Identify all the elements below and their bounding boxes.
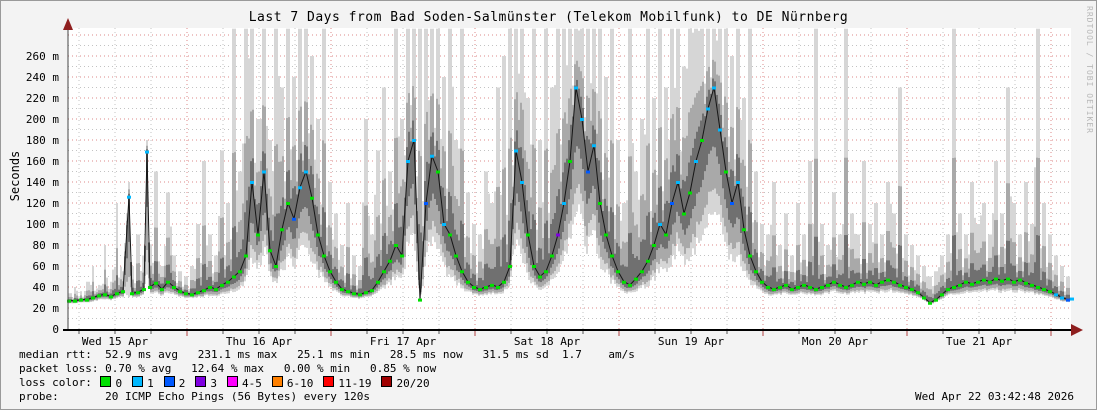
loss-level-label: 1 (147, 376, 154, 390)
loss-level-label: 20/20 (396, 376, 430, 390)
x-axis-day-label: Thu 16 Apr (225, 335, 293, 348)
loss-color-legend: loss color: 0 1 2 3 4-5 6-10 11-19 20/20 (19, 375, 635, 391)
loss-level-label: 0 (115, 376, 123, 390)
y-tick-label: 60 m (32, 260, 60, 273)
loss-level-label: 3 (210, 376, 217, 390)
y-tick-label: 160 m (25, 155, 59, 168)
loss-level-list: 0 1 2 3 4-5 6-10 11-19 20/20 (98, 375, 430, 391)
loss-level-swatch (381, 375, 393, 387)
loss-level-swatch (163, 375, 175, 387)
y-tick-label: 220 m (25, 92, 59, 105)
loss-color-label: loss color: (19, 376, 99, 389)
probe-info: probe: 20 ICMP Echo Pings (56 Bytes) eve… (19, 390, 370, 403)
loss-level-swatch (271, 375, 283, 387)
loss-level-swatch (323, 375, 335, 387)
x-axis-day-label: Sat 18 Apr (513, 335, 581, 348)
y-tick-label: 40 m (32, 281, 60, 294)
y-tick-label: 140 m (25, 176, 59, 189)
x-axis-day-label: Wed 15 Apr (81, 335, 149, 348)
graph-timestamp: Wed Apr 22 03:42:48 2026 (915, 390, 1074, 403)
y-tick-label: 240 m (25, 71, 59, 84)
y-tick-label: 120 m (25, 197, 59, 210)
loss-level-label: 11-19 (338, 376, 372, 390)
y-tick-label: 20 m (32, 302, 60, 315)
loss-level-swatch (226, 375, 238, 387)
stats-block: median rtt: 52.9 ms avg 231.1 ms max 25.… (19, 348, 635, 404)
x-axis-day-label: Tue 21 Apr (945, 335, 1013, 348)
y-tick-label: 0 (52, 323, 59, 336)
y-tick-label: 80 m (32, 239, 60, 252)
loss-level-swatch (195, 375, 207, 387)
y-tick-label: 180 m (25, 134, 59, 147)
loss-level-label: 4-5 (241, 376, 262, 390)
y-tick-label: 200 m (25, 113, 59, 126)
packet-loss-stats: packet loss: 0.70 % avg 12.64 % max 0.00… (19, 362, 437, 375)
rrdtool-watermark: RRDTOOL / TOBI OETIKER (1085, 6, 1094, 134)
loss-level-swatch (100, 375, 112, 387)
x-axis-day-label: Sun 19 Apr (657, 335, 725, 348)
x-axis-day-label: Fri 17 Apr (369, 335, 437, 348)
loss-level-label: 6-10 (286, 376, 314, 390)
median-rtt-stats: median rtt: 52.9 ms avg 231.1 ms max 25.… (19, 348, 635, 361)
y-tick-label: 100 m (25, 218, 59, 231)
y-tick-label: 260 m (25, 50, 59, 63)
x-axis-day-label: Mon 20 Apr (801, 335, 869, 348)
chart-title: Last 7 Days from Bad Soden-Salmünster (T… (248, 10, 849, 25)
loss-level-swatch (132, 375, 144, 387)
loss-level-label: 2 (178, 376, 186, 390)
